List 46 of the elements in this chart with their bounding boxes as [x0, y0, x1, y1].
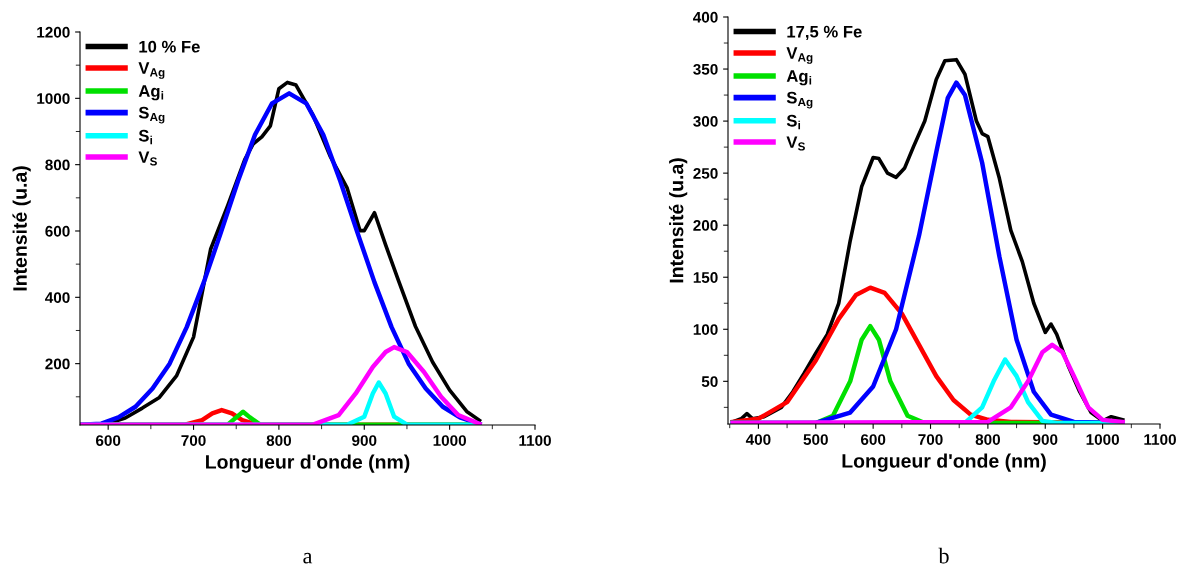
legend-label: Ag$_{i}$ — [786, 70, 812, 86]
x-tick-label: 1000 — [433, 435, 466, 446]
y-axis-title: Intensité (u.a) — [12, 166, 31, 291]
y-tick-label: 800 — [45, 159, 70, 171]
text: b — [938, 547, 949, 564]
y-tick-label: 400 — [693, 11, 718, 23]
legend-label: S$_{i}$ — [786, 114, 801, 130]
x-tick-label: 1000 — [1086, 434, 1119, 445]
x-tick-label: 800 — [266, 435, 292, 446]
y-tick-label: 600 — [45, 225, 70, 237]
x-tick-label: 1100 — [519, 435, 551, 446]
legend-label: V$_{S}$ — [786, 136, 805, 151]
y-axis-title: Intensité (u.a) — [668, 158, 688, 283]
legend-label: S$_{i}$ — [138, 129, 153, 145]
x-axis-title: Longueur d'onde (nm) — [206, 454, 410, 473]
y-tick-label: 1200 — [37, 26, 70, 38]
legend-label: V$_{S}$ — [138, 151, 157, 166]
y-tick-label: 50 — [701, 376, 718, 388]
legend-label: Ag$_{i}$ — [138, 85, 164, 101]
x-tick-label: 600 — [860, 434, 886, 445]
x-tick-label: 800 — [975, 434, 1001, 445]
y-tick-label: 200 — [45, 358, 70, 370]
legend-label: V$_{Ag}$ — [786, 47, 813, 64]
x-tick-label: 900 — [1033, 434, 1058, 445]
y-tick-label: 200 — [693, 220, 718, 231]
y-tick-label: 100 — [693, 324, 718, 335]
x-tick-label: 1100 — [1144, 434, 1176, 445]
legend-label: V$_{Ag}$ — [138, 62, 165, 79]
legend-label: S$_{Ag}$ — [138, 106, 165, 124]
x-axis-title: Longueur d'onde (nm) — [842, 453, 1046, 472]
legend-label: S$_{Ag}$ — [786, 91, 813, 109]
legend-label: 10 % Fe — [139, 40, 200, 53]
x-tick-label: 900 — [352, 435, 377, 446]
legend-label: 17,5 % Fe — [787, 25, 862, 40]
x-tick-label: 500 — [803, 434, 828, 445]
y-tick-label: 1000 — [37, 93, 70, 105]
x-tick-label: 400 — [745, 434, 771, 445]
x-tick-label: 700 — [181, 435, 206, 446]
y-tick-label: 350 — [693, 63, 718, 75]
y-tick-label: 400 — [45, 292, 70, 303]
y-tick-label: 250 — [693, 168, 718, 179]
y-tick-label: 150 — [693, 272, 718, 283]
x-tick-label: 600 — [95, 435, 121, 446]
x-tick-label: 700 — [918, 434, 943, 445]
y-tick-label: 300 — [693, 115, 718, 127]
text: a — [303, 552, 313, 564]
